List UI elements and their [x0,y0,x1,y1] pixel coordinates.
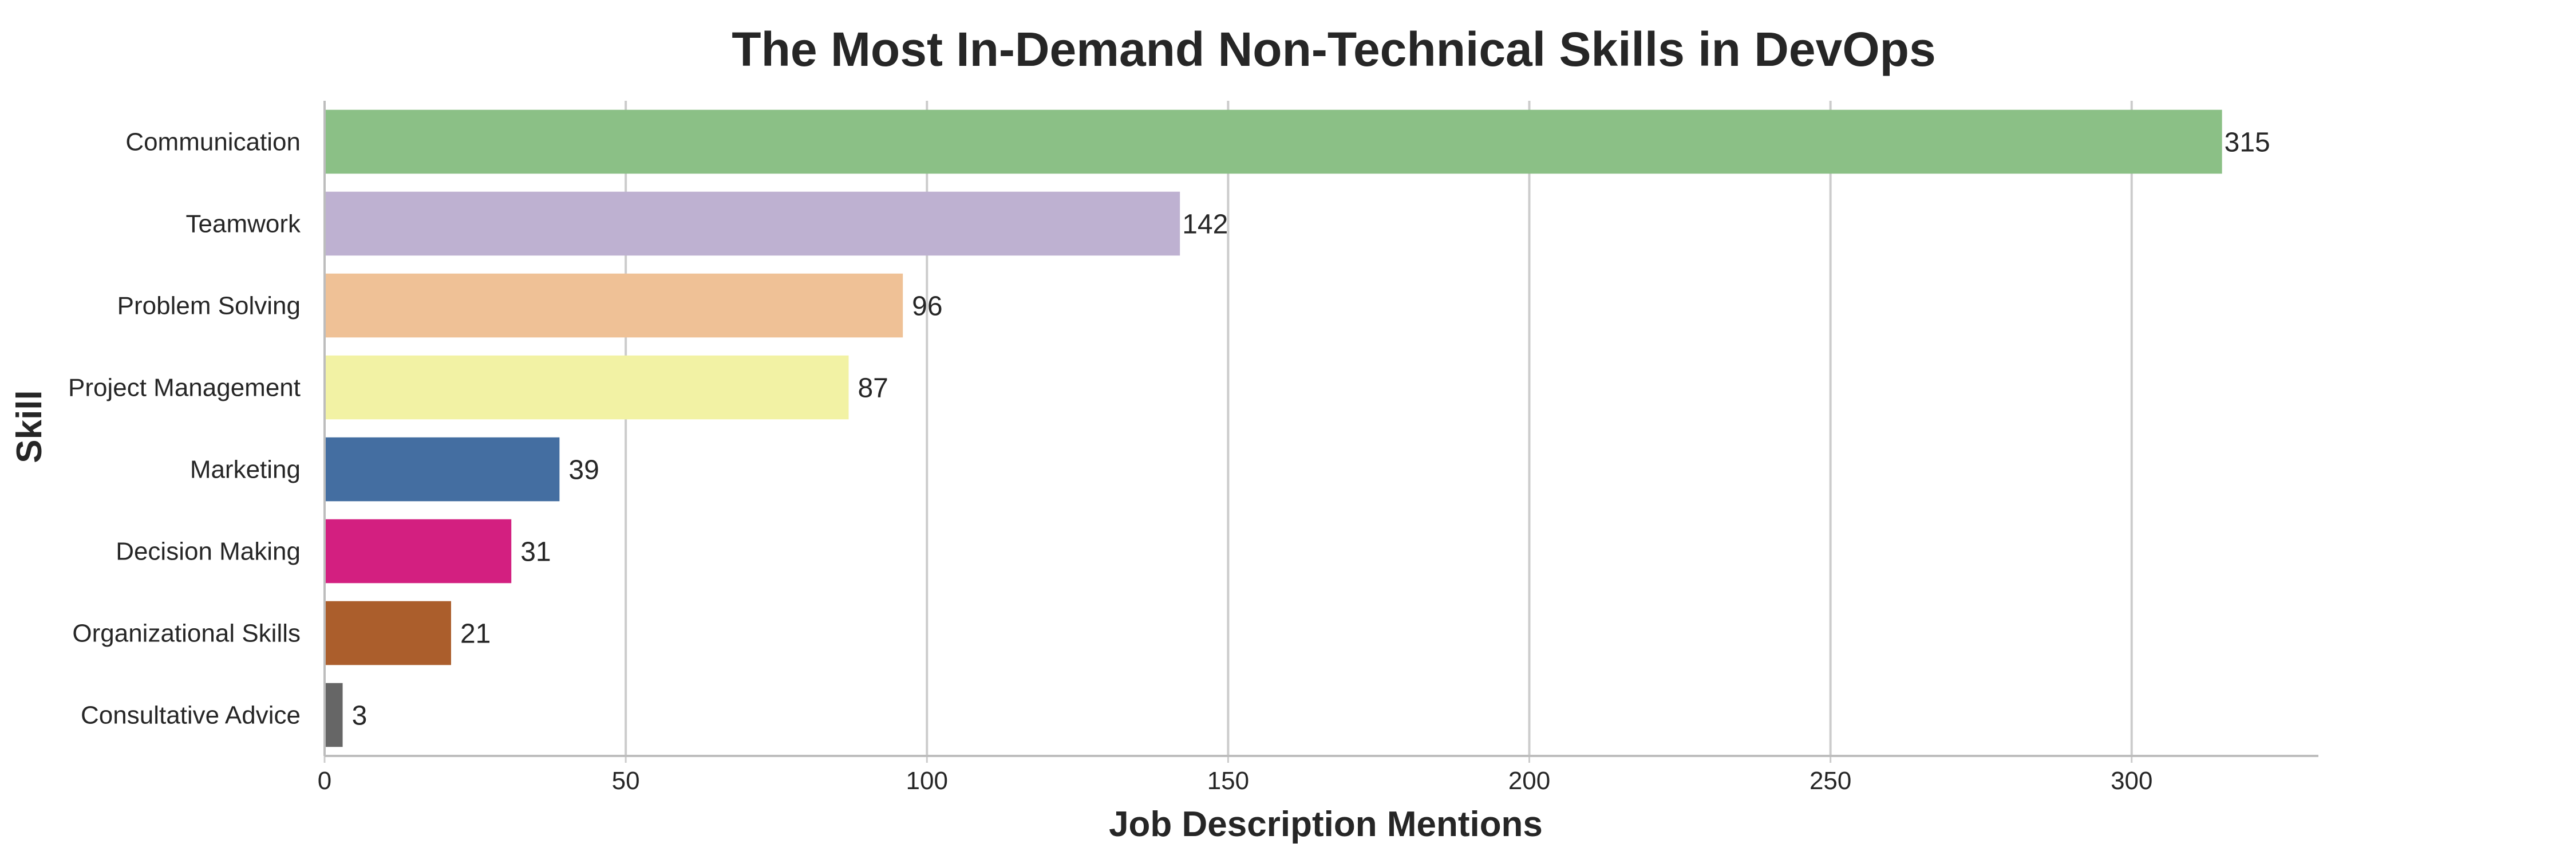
y-tick-label: Teamwork [186,210,301,238]
bar-communication [325,109,2222,174]
bar-decision-making [325,519,512,584]
bar-value-label: 39 [568,455,599,486]
x-tick-label: 250 [1809,767,1851,795]
bar-marketing [325,437,560,502]
bar-value-label: 3 [352,701,368,731]
labels: 0 50 100 150 200 250 300 Communication 315 Teamwo… [68,128,2270,795]
x-tick-label: 50 [612,767,640,795]
y-tick-label: Decision Making [116,538,301,566]
bar-organizational-skills [325,601,451,665]
bar-value-label: 21 [460,619,491,649]
bar-value-label: 142 [1182,210,1228,240]
bars [325,109,2222,747]
y-axis-title: Skill [10,390,49,463]
bar-value-label: 87 [858,373,888,404]
y-tick-label: Organizational Skills [72,620,301,648]
y-tick-label: Consultative Advice [81,702,301,730]
bar-teamwork [325,191,1180,256]
axes [323,101,2318,763]
y-tick-label: Project Management [68,374,301,402]
x-tick-label: 0 [318,767,331,795]
x-tick-label: 100 [906,767,948,795]
bar-value-label: 31 [520,537,551,568]
y-tick-label: Problem Solving [117,292,301,320]
bar-problem-solving [325,273,903,338]
y-tick-label: Communication [125,128,301,156]
chart-title: The Most In-Demand Non-Technical Skills … [732,22,1935,76]
bar-value-label: 96 [912,291,942,322]
bar-value-label: 315 [2225,128,2270,158]
bar-project-management [325,355,849,420]
x-tick-label: 300 [2111,767,2152,795]
y-tick-label: Marketing [190,456,301,484]
x-axis-title: Job Description Mentions [1109,805,1543,844]
x-tick-label: 150 [1207,767,1249,795]
x-tick-label: 200 [1508,767,1550,795]
bar-consultative-advice [325,683,343,747]
